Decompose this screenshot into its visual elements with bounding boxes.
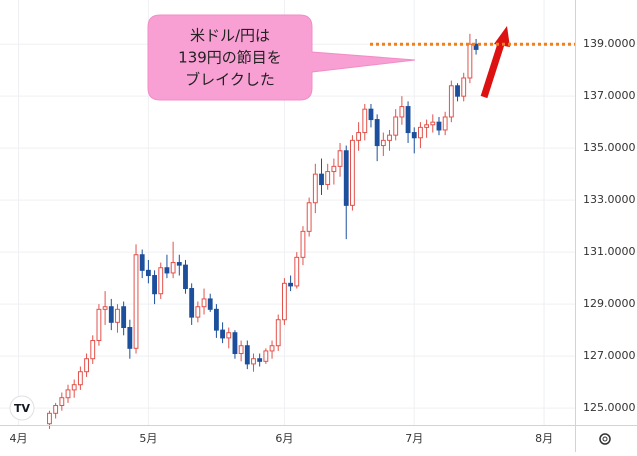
candle-body bbox=[121, 306, 127, 329]
candle-body bbox=[102, 306, 108, 310]
candle-body bbox=[436, 121, 442, 131]
y-tick-label: 137.0000 bbox=[583, 89, 636, 102]
candle-body bbox=[84, 358, 89, 373]
candle-body bbox=[430, 121, 436, 126]
candle-body bbox=[90, 340, 96, 360]
candle-body bbox=[399, 106, 405, 118]
candle-body bbox=[164, 267, 170, 274]
candle-body bbox=[294, 256, 300, 287]
candle-body bbox=[220, 329, 225, 339]
candle-body bbox=[96, 308, 102, 342]
candle-body bbox=[374, 119, 380, 147]
candle-body bbox=[325, 171, 331, 186]
candle-body bbox=[343, 150, 349, 206]
candle-body bbox=[257, 358, 263, 362]
candle-body bbox=[53, 405, 59, 414]
candle-body bbox=[281, 282, 287, 321]
annotation-line: ブレイクした bbox=[185, 71, 275, 89]
candle-body bbox=[71, 384, 77, 391]
candle-body bbox=[263, 350, 269, 362]
y-tick-label: 139.0000 bbox=[583, 37, 636, 50]
arrow bbox=[480, 26, 510, 99]
annotation-line: 米ドル/円は bbox=[190, 27, 270, 45]
y-tick-label: 135.0000 bbox=[583, 141, 636, 154]
x-tick-label: 4月 bbox=[10, 432, 28, 445]
candle-body bbox=[331, 165, 337, 173]
candle-body bbox=[411, 132, 417, 139]
candle-body bbox=[77, 371, 83, 386]
candle-body bbox=[442, 116, 448, 131]
candle-body bbox=[368, 108, 374, 121]
candle-body bbox=[269, 345, 275, 352]
candle-body bbox=[424, 124, 430, 128]
candle-body bbox=[306, 202, 312, 232]
tradingview-logo: TV bbox=[9, 395, 35, 421]
y-tick-label: 125.0000 bbox=[583, 401, 636, 414]
candle-body bbox=[176, 262, 182, 266]
candle-body bbox=[448, 85, 454, 118]
candle-body bbox=[226, 332, 232, 339]
x-tick-label: 7月 bbox=[405, 432, 423, 445]
x-tick-label: 5月 bbox=[139, 432, 157, 445]
x-tick-label: 8月 bbox=[535, 432, 553, 445]
candle-body bbox=[350, 139, 355, 206]
candle-body bbox=[59, 397, 65, 407]
candle-body bbox=[405, 106, 411, 134]
candle-body bbox=[362, 108, 368, 134]
candle-body bbox=[380, 139, 386, 147]
callout: 米ドル/円は 139円の節目を ブレイクした bbox=[147, 14, 416, 101]
candle-body bbox=[337, 150, 343, 167]
candle-body bbox=[455, 85, 460, 97]
candle-body bbox=[207, 298, 213, 310]
candle-body bbox=[201, 298, 207, 308]
settings-icon[interactable] bbox=[599, 433, 611, 445]
candle-body bbox=[133, 254, 139, 349]
candle-body bbox=[238, 345, 244, 355]
candle-body bbox=[473, 43, 479, 50]
candle-body bbox=[183, 264, 188, 290]
candle-body bbox=[213, 308, 219, 331]
candle-body bbox=[108, 306, 114, 323]
candle-body bbox=[461, 77, 467, 97]
y-tick-label: 129.0000 bbox=[583, 297, 636, 310]
candle-body bbox=[145, 269, 151, 277]
svg-text:TV: TV bbox=[14, 402, 31, 415]
candle-body bbox=[467, 43, 473, 79]
candle-body bbox=[312, 173, 318, 204]
candle-body bbox=[288, 282, 294, 287]
candle-body bbox=[387, 134, 392, 141]
y-tick-label: 131.0000 bbox=[583, 245, 636, 258]
y-tick-label: 133.0000 bbox=[583, 193, 636, 206]
candle-body bbox=[319, 173, 324, 186]
candle-body bbox=[393, 116, 399, 136]
candle-body bbox=[139, 254, 145, 271]
grid bbox=[0, 0, 575, 425]
candle-body bbox=[127, 327, 133, 349]
candle-body bbox=[195, 306, 201, 318]
candle-body bbox=[189, 288, 195, 318]
candle-body bbox=[251, 358, 256, 365]
candle-body bbox=[300, 230, 306, 258]
candle-body bbox=[244, 345, 250, 365]
candle-body bbox=[158, 267, 164, 295]
y-tick-label: 127.0000 bbox=[583, 349, 636, 362]
candle-body bbox=[232, 332, 238, 355]
candle-body bbox=[418, 126, 423, 139]
candle-body bbox=[356, 132, 362, 141]
x-tick-label: 6月 bbox=[275, 432, 293, 445]
candles bbox=[47, 33, 479, 429]
candle-body bbox=[47, 412, 52, 425]
candle-body bbox=[115, 308, 120, 323]
candle-body bbox=[152, 275, 157, 295]
candle-body bbox=[170, 262, 176, 274]
candle-body bbox=[275, 319, 281, 347]
candle-body bbox=[65, 389, 71, 399]
annotation-line: 139円の節目を bbox=[178, 49, 282, 67]
